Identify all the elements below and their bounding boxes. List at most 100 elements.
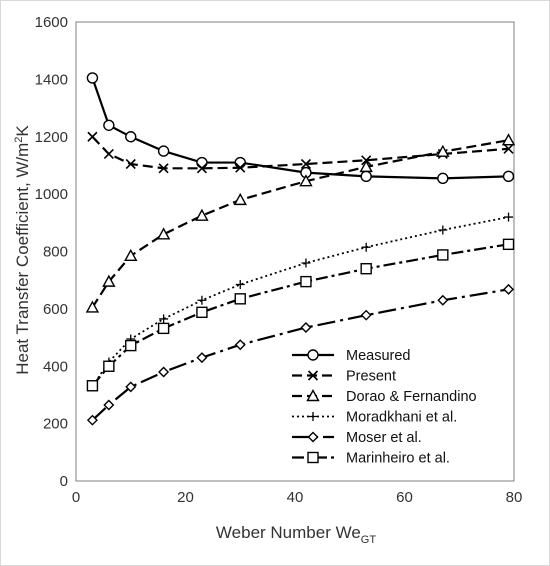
marker-plus bbox=[301, 258, 311, 268]
marker-diamond bbox=[234, 339, 246, 351]
marker-triangle bbox=[233, 192, 247, 206]
marker-x bbox=[300, 158, 312, 170]
series-line bbox=[91, 77, 509, 180]
marker-diamond bbox=[125, 381, 137, 393]
marker-x bbox=[103, 148, 114, 160]
legend: Measured Present Dorao & Fernandino Moradkh… bbox=[292, 348, 477, 467]
marker-square bbox=[196, 306, 208, 319]
y-tick-label: 1000 bbox=[35, 186, 68, 203]
marker-x bbox=[125, 158, 136, 170]
marker-triangle bbox=[306, 389, 320, 402]
legend-label: Moser et al. bbox=[346, 430, 422, 446]
marker-triangle bbox=[195, 208, 209, 221]
y-tick-label: 1600 bbox=[35, 14, 68, 31]
y-axis-ticks: 0 200 400 600 800 1000 1200 1400 1600 bbox=[35, 14, 68, 490]
marker-plus bbox=[438, 225, 448, 235]
series-line bbox=[91, 135, 509, 170]
marker-square bbox=[234, 293, 246, 305]
legend-item: Dorao & Fernandino bbox=[292, 389, 477, 405]
y-tick-label: 1200 bbox=[35, 129, 68, 146]
x-tick-label: 40 bbox=[287, 489, 304, 506]
y-tick-label: 800 bbox=[43, 244, 68, 261]
marker-square bbox=[437, 249, 449, 261]
marker-diamond bbox=[86, 414, 98, 426]
legend-label: Dorao & Fernandino bbox=[346, 389, 477, 405]
marker-circle bbox=[437, 172, 449, 185]
marker-plus bbox=[308, 412, 318, 421]
x-axis-ticks: 0 20 40 60 80 bbox=[72, 489, 523, 506]
marker-plus bbox=[197, 295, 207, 305]
legend-label: Moradkhani et al. bbox=[346, 410, 457, 426]
marker-circle bbox=[234, 156, 246, 169]
y-tick-label: 0 bbox=[60, 473, 68, 490]
legend-item: Measured bbox=[292, 348, 410, 364]
plot-area bbox=[75, 21, 515, 482]
marker-triangle bbox=[436, 144, 450, 157]
marker-circle bbox=[196, 156, 208, 169]
marker-diamond bbox=[437, 294, 449, 306]
y-tick-label: 600 bbox=[43, 301, 68, 318]
series-line bbox=[91, 216, 509, 387]
marker-x bbox=[158, 163, 169, 174]
marker-square bbox=[157, 322, 170, 335]
marker-triangle bbox=[359, 159, 373, 173]
marker-square bbox=[300, 275, 312, 288]
x-tick-label: 20 bbox=[177, 489, 194, 506]
marker-circle bbox=[103, 119, 115, 131]
x-tick-label: 60 bbox=[396, 489, 413, 506]
marker-triangle bbox=[501, 133, 516, 146]
marker-circle bbox=[157, 145, 170, 157]
marker-diamond bbox=[103, 399, 115, 411]
marker-diamond bbox=[158, 366, 170, 378]
marker-triangle bbox=[124, 248, 138, 262]
y-axis-title: Heat Transfer Coefficient, W/m2K bbox=[13, 125, 32, 375]
marker-circle bbox=[307, 349, 319, 361]
marker-x bbox=[307, 370, 319, 381]
marker-plus bbox=[504, 212, 514, 222]
series-moser-et-al- bbox=[86, 283, 515, 426]
series-marinheiro-et-al- bbox=[86, 238, 515, 392]
x-tick-label: 0 bbox=[72, 489, 80, 506]
marker-square bbox=[307, 451, 319, 464]
y-tick-label: 200 bbox=[43, 416, 68, 433]
marker-square bbox=[103, 360, 115, 372]
marker-circle bbox=[125, 131, 137, 143]
legend-label: Marinheiro et al. bbox=[346, 451, 450, 467]
y-tick-label: 1400 bbox=[35, 71, 68, 88]
legend-item: Moser et al. bbox=[292, 430, 422, 446]
marker-square bbox=[502, 238, 515, 251]
marker-triangle bbox=[102, 274, 116, 287]
marker-circle bbox=[360, 170, 372, 183]
plot-frame bbox=[75, 21, 515, 482]
marker-circle bbox=[502, 170, 515, 183]
marker-x bbox=[87, 131, 98, 142]
marker-diamond bbox=[300, 322, 312, 334]
series-layer bbox=[85, 72, 516, 426]
series-line bbox=[91, 288, 509, 421]
marker-diamond bbox=[307, 431, 319, 443]
series-dorao-fernandino bbox=[85, 133, 516, 313]
marker-triangle bbox=[85, 300, 100, 313]
marker-plus bbox=[361, 242, 371, 252]
marker-plus bbox=[159, 314, 169, 324]
marker-diamond bbox=[503, 283, 515, 295]
marker-square bbox=[86, 380, 99, 392]
series-line bbox=[91, 243, 509, 387]
marker-plus bbox=[235, 279, 245, 289]
marker-x bbox=[196, 163, 207, 174]
marker-triangle bbox=[299, 174, 313, 187]
marker-diamond bbox=[196, 352, 208, 364]
legend-item: Marinheiro et al. bbox=[292, 451, 450, 467]
series-line bbox=[91, 139, 509, 309]
y-tick-label: 400 bbox=[43, 358, 68, 375]
marker-circle bbox=[86, 72, 99, 84]
x-axis-title: Weber Number WeGT bbox=[216, 523, 376, 546]
x-tick-label: 80 bbox=[506, 489, 523, 506]
legend-item: Present bbox=[292, 369, 396, 385]
marker-diamond bbox=[360, 309, 372, 321]
legend-item: Moradkhani et al. bbox=[292, 410, 457, 426]
marker-square bbox=[125, 339, 137, 352]
marker-x bbox=[235, 162, 246, 173]
